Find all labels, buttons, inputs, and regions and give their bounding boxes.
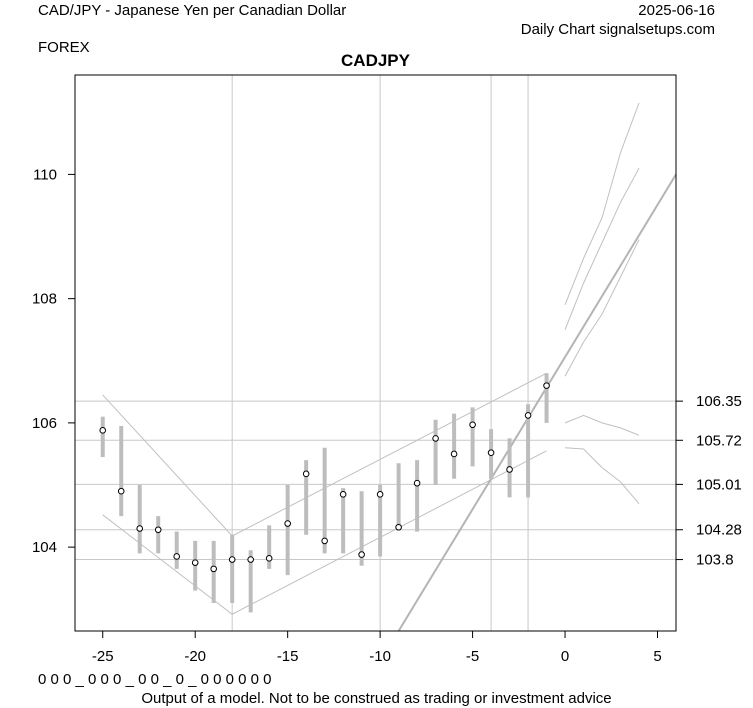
- close-point: [154, 526, 162, 534]
- close-point: [376, 491, 384, 498]
- close-point: [117, 487, 125, 495]
- market-label: FOREX: [38, 39, 90, 56]
- trend-line: [564, 414, 640, 436]
- close-point: [469, 421, 476, 429]
- trend-line: [564, 239, 640, 377]
- level-label: 103.8: [696, 552, 734, 569]
- level-label: 105.72: [696, 432, 742, 449]
- trend-line: [564, 102, 640, 306]
- close-point: [524, 412, 532, 419]
- level-label: 105.01: [696, 476, 742, 493]
- trend-line: [564, 167, 640, 330]
- chart-date: 2025-06-16: [638, 2, 715, 19]
- model-codes: 0 0 0 _ 0 0 0 _ 0 0 _ 0 _ 0 0 0 0 0 0: [38, 671, 272, 688]
- close-point: [284, 520, 291, 527]
- x-tick-label: -5: [466, 648, 479, 665]
- close-point: [321, 537, 328, 545]
- close-point: [450, 450, 458, 458]
- level-label: 104.28: [696, 522, 742, 539]
- close-point: [191, 559, 199, 566]
- close-point: [413, 479, 421, 487]
- close-point: [506, 466, 513, 473]
- chart-source: Daily Chart signalsetups.com: [520, 21, 715, 38]
- y-tick-label: 106: [32, 415, 57, 432]
- close-point: [487, 449, 495, 457]
- x-tick-label: -25: [92, 648, 114, 665]
- close-point: [265, 555, 273, 562]
- disclaimer: Output of a model. Not to be construed a…: [141, 690, 612, 707]
- x-tick-label: -10: [369, 648, 391, 665]
- level-label: 106.35: [696, 393, 742, 410]
- plot-frame: [74, 74, 677, 632]
- close-point: [395, 523, 402, 531]
- chart-header-title: CAD/JPY - Japanese Yen per Canadian Doll…: [38, 2, 347, 19]
- close-point: [173, 553, 181, 560]
- x-tick-label: -15: [277, 648, 299, 665]
- close-point: [136, 525, 144, 532]
- close-point: [339, 491, 347, 498]
- close-point: [358, 551, 365, 558]
- close-point: [99, 427, 107, 434]
- x-tick-label: 0: [561, 648, 569, 665]
- y-tick-label: 108: [32, 291, 57, 308]
- close-point: [432, 435, 439, 442]
- trend-line: [102, 450, 547, 615]
- trend-line: [397, 173, 677, 632]
- x-tick-label: -20: [184, 648, 206, 665]
- x-tick-label: 5: [653, 648, 661, 665]
- close-point: [210, 565, 217, 573]
- close-point: [302, 470, 310, 478]
- close-point: [543, 382, 550, 389]
- y-tick-label: 110: [33, 166, 57, 183]
- close-point: [228, 556, 236, 563]
- y-tick-label: 104: [32, 539, 57, 556]
- trend-line: [565, 447, 640, 504]
- close-point: [247, 556, 254, 563]
- chart-title: CADJPY: [341, 51, 411, 70]
